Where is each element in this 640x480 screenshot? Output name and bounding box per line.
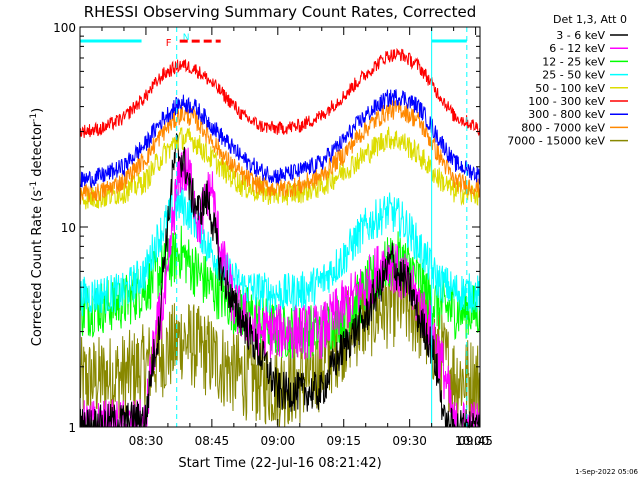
- x-tick-label: 09:45: [458, 434, 493, 448]
- x-tick-label: 09:30: [392, 434, 427, 448]
- y-tick-label: 10: [61, 221, 76, 235]
- series-line-1: [79, 133, 481, 429]
- legend-entry-4: 25 - 50 keV: [542, 69, 605, 82]
- y-tick-label: 100: [53, 21, 76, 35]
- series-line-9: [79, 261, 481, 428]
- legend-entry-6: 100 - 300 keV: [528, 95, 605, 108]
- series-line-8: [79, 99, 481, 205]
- legend-entry-7: 300 - 800 keV: [528, 108, 605, 121]
- x-tick-label: 09:15: [326, 434, 361, 448]
- legend-entry-9: 7000 - 15000 keV: [507, 135, 605, 148]
- series-line-6: [79, 47, 481, 138]
- series-line-4: [79, 185, 481, 317]
- series-line-2: [79, 147, 481, 428]
- legend-entry-1: 3 - 6 keV: [556, 29, 605, 42]
- y-tick-label: 1: [68, 421, 76, 435]
- legend-entry-8: 800 - 7000 keV: [521, 121, 605, 134]
- chart-title: RHESSI Observing Summary Count Rates, Co…: [84, 3, 477, 21]
- series-layer: [79, 47, 481, 429]
- timestamp: 1-Sep-2022 05:06: [575, 468, 638, 476]
- y-axis-label: Corrected Count Rate (s-1 detector-1): [29, 108, 45, 346]
- axis-layer: 1 10 100 08:30 08:45 09:00 09:15 09:30 09:4510:0…: [53, 21, 493, 448]
- x-tick-label: 09:00: [261, 434, 296, 448]
- series-line-7: [79, 89, 481, 189]
- x-axis-label: Start Time (22-Jul-16 08:21:42): [178, 456, 381, 471]
- x-tick-label: 10:00: [455, 434, 490, 448]
- x-tick-label: 08:30: [129, 434, 164, 448]
- legend-entry-2: 6 - 12 keV: [549, 42, 605, 55]
- flare-label: F: [166, 38, 172, 49]
- legend-entry-5: 50 - 100 keV: [535, 82, 605, 95]
- legend-header: Det 1,3, Att 0: [553, 13, 627, 26]
- night-label: N: [183, 33, 190, 43]
- legend-entry-3: 12 - 25 keV: [542, 55, 605, 68]
- marker-layer: NF: [80, 27, 468, 427]
- x-tick-label: 08:45: [195, 434, 230, 448]
